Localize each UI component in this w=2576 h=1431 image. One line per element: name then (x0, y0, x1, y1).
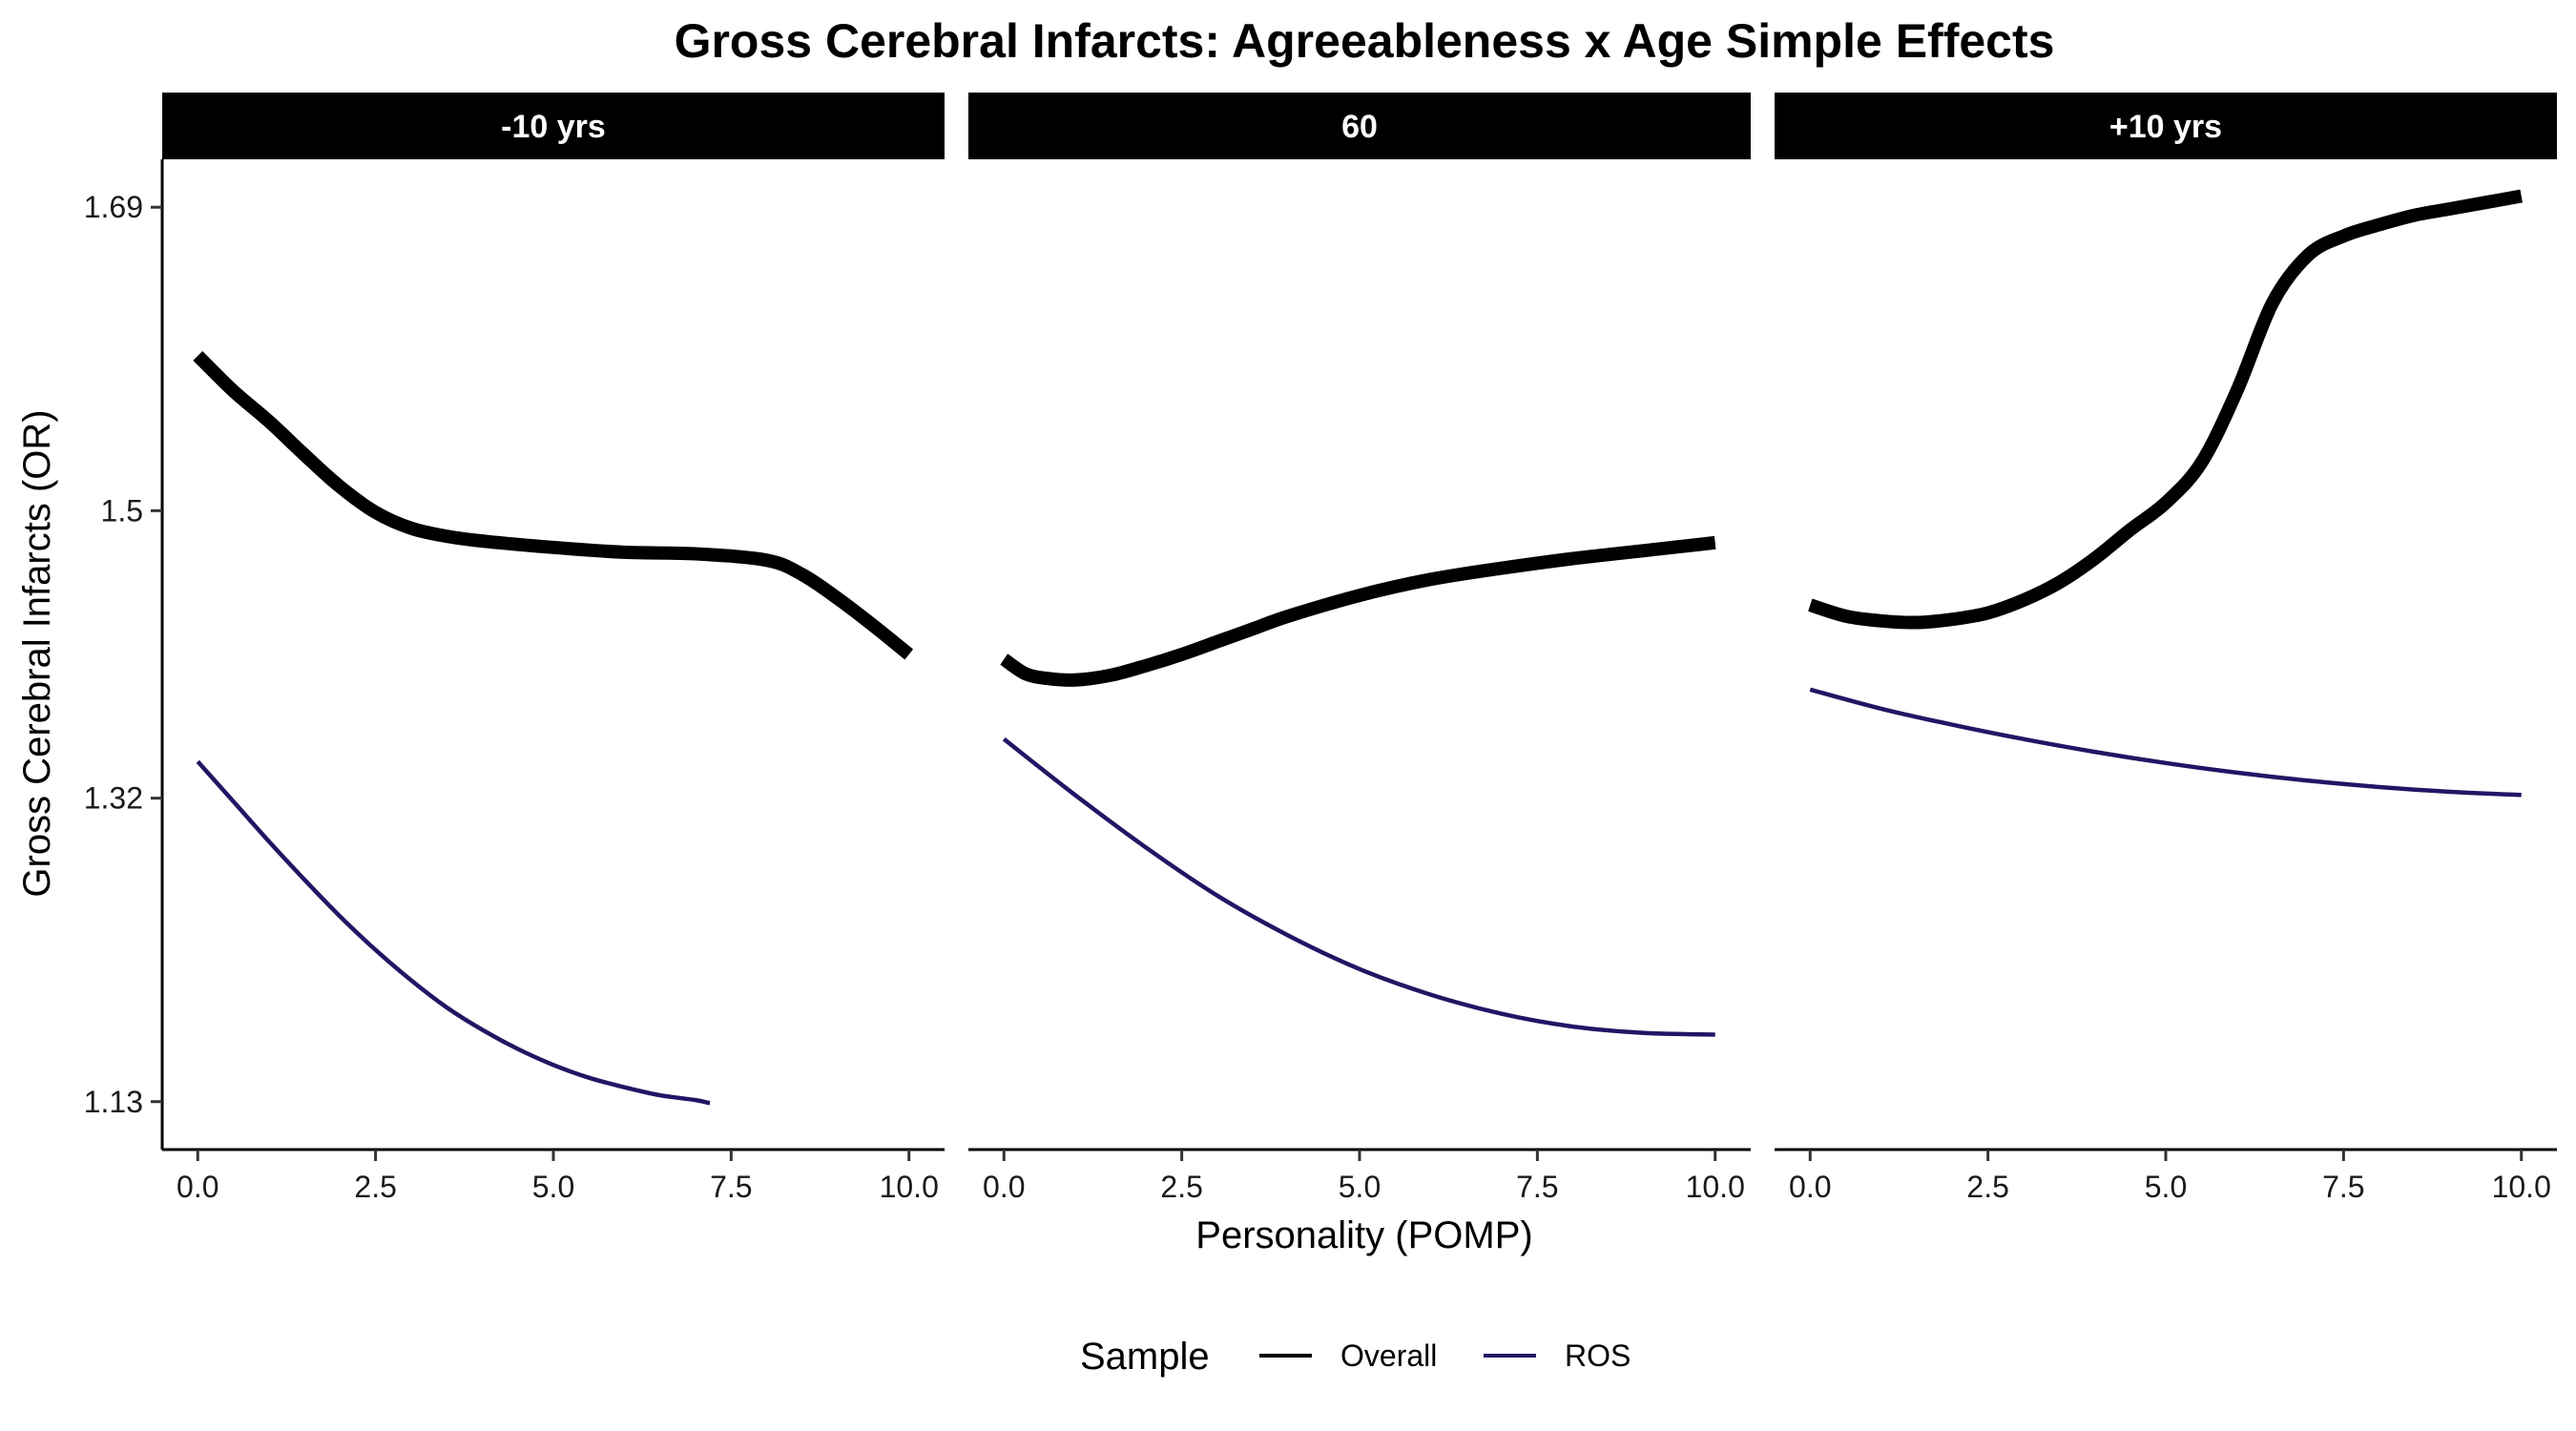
x-tick-label: 0.0 (983, 1170, 1025, 1204)
x-tick-label: 7.5 (710, 1170, 752, 1204)
x-tick-label: 0.0 (177, 1170, 218, 1204)
legend-title: Sample (1080, 1336, 1210, 1378)
facet-strip (968, 93, 1751, 159)
series-line-overall (193, 350, 914, 660)
x-tick-label: 5.0 (2145, 1170, 2187, 1204)
x-tick-label: 5.0 (532, 1170, 574, 1204)
series-line-ros (1809, 687, 2522, 798)
x-tick-label: 2.5 (1966, 1170, 2008, 1204)
x-tick-label: 10.0 (880, 1170, 939, 1204)
facet-panel: +10 yrs 0.0 2.5 5.0 7.5 10.0 (1775, 93, 2557, 1204)
x-tick-label: 2.5 (1160, 1170, 1202, 1204)
x-tick-label: 7.5 (1516, 1170, 1558, 1204)
facet-strip-label: +10 yrs (2109, 109, 2222, 145)
legend-label-ros: ROS (1565, 1338, 1631, 1373)
legend: Sample Overall ROS (1080, 1336, 1631, 1378)
facet-panel: 60 0.0 2.5 5.0 7.5 10.0 (968, 93, 1751, 1204)
x-tick-label: 7.5 (2322, 1170, 2364, 1204)
facet-strip-label: -10 yrs (501, 109, 606, 145)
series-line-ros (196, 759, 711, 1106)
y-tick-label: 1.32 (84, 781, 143, 816)
facet-strip (162, 93, 945, 159)
legend-label-overall: Overall (1340, 1338, 1437, 1373)
x-tick-label: 10.0 (1686, 1170, 1745, 1204)
series-line-overall (1808, 189, 2523, 630)
y-tick-label: 1.5 (101, 493, 143, 528)
x-tick-label: 0.0 (1789, 1170, 1831, 1204)
y-axis-title: Gross Cerebral Infarcts (OR) (16, 409, 58, 897)
x-tick-label: 10.0 (2492, 1170, 2551, 1204)
facet-panel: -10 yrs 1.13 1.32 1.5 1.69 0.0 2.5 5.0 7.5 10.0 (84, 93, 945, 1204)
x-tick-label: 2.5 (354, 1170, 396, 1204)
series-line-overall (1000, 535, 1716, 687)
series-line-ros (1002, 736, 1715, 1037)
chart-title: Gross Cerebral Infarcts: Agreeableness x… (675, 14, 2055, 68)
facet-strip (1775, 93, 2557, 159)
x-tick-label: 5.0 (1339, 1170, 1381, 1204)
y-tick-label: 1.69 (84, 190, 143, 224)
y-tick-label: 1.13 (84, 1085, 143, 1119)
facet-strip-label: 60 (1341, 109, 1378, 145)
x-axis-title: Personality (POMP) (1195, 1214, 1532, 1256)
